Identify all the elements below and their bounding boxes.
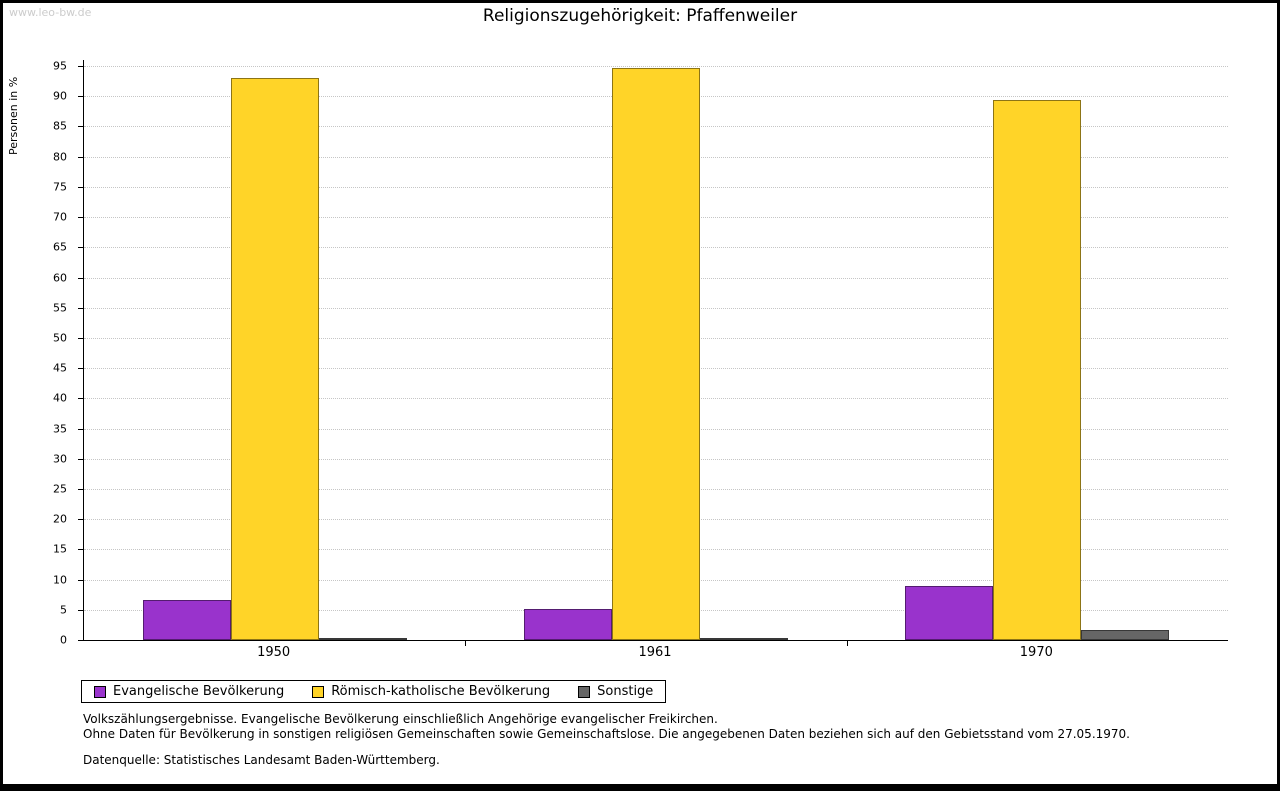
legend-entry-evangelische-bevoelkerung: Evangelische Bevölkerung [94, 684, 284, 699]
bar-sonstige-1961 [700, 638, 788, 640]
legend-entry-roemisch-katholische-bevoelkerung: Römisch-katholische Bevölkerung [312, 684, 550, 699]
y-tick-30 [78, 458, 84, 460]
y-tick-90 [78, 96, 84, 98]
x-tick-label-1970: 1970 [1019, 645, 1053, 660]
y-tick-75 [78, 186, 84, 188]
y-tick-label-25: 25 [53, 482, 67, 496]
y-tick-label-60: 60 [53, 271, 67, 284]
y-tick-label-0: 0 [60, 633, 67, 647]
chart-title: Religionszugehörigkeit: Pfaffenweiler [482, 6, 798, 26]
y-tick-45 [78, 368, 84, 370]
plot-area [78, 60, 1228, 646]
footnote-line-2: Ohne Daten für Bevölkerung in sonstigen … [83, 727, 1130, 741]
y-tick-label-70: 70 [53, 210, 67, 224]
bar-roemisch-katholische-bevoelkerung-1970 [993, 99, 1082, 640]
legend-swatch-evangelische-bevoelkerung [94, 685, 106, 698]
y-tick-label-80: 80 [53, 150, 67, 164]
y-tick-label-35: 35 [53, 422, 67, 436]
y-tick-15 [78, 549, 84, 551]
x-tick-label-1961: 1961 [638, 645, 672, 660]
y-tick-35 [78, 428, 84, 430]
y-tick-label-90: 90 [53, 89, 67, 103]
y-tick-20 [78, 519, 84, 521]
y-tick-0 [78, 640, 84, 641]
y-tick-95 [78, 66, 84, 68]
y-tick-label-95: 95 [53, 59, 67, 73]
y-tick-55 [78, 307, 84, 309]
bar-evangelische-bevoelkerung-1961 [524, 609, 612, 640]
y-tick-label-30: 30 [53, 452, 67, 466]
y-tick-label-5: 5 [60, 603, 67, 617]
y-tick-label-75: 75 [53, 180, 67, 194]
legend-label-sonstige: Sonstige [597, 684, 654, 699]
legend-label-evangelische-bevoelkerung: Evangelische Bevölkerung [113, 684, 285, 699]
gridline-95 [84, 66, 1228, 68]
x-axis-labels: 1950 1961 1970 [83, 645, 1228, 661]
y-tick-label-15: 15 [53, 542, 67, 556]
y-tick-40 [78, 398, 84, 400]
y-tick-10 [78, 579, 84, 581]
y-tick-60 [78, 277, 84, 279]
y-tick-label-10: 10 [53, 573, 67, 587]
y-tick-label-85: 85 [53, 119, 67, 133]
legend: Evangelische Bevölkerung Römisch-katholis… [81, 680, 667, 703]
y-tick-label-65: 65 [53, 240, 67, 254]
y-tick-25 [78, 488, 84, 490]
y-tick-85 [78, 126, 84, 128]
y-tick-65 [78, 247, 84, 249]
y-tick-label-55: 55 [53, 301, 67, 315]
legend-entry-sonstige: Sonstige [578, 684, 653, 699]
bar-evangelische-bevoelkerung-1950 [142, 599, 231, 640]
y-tick-label-45: 45 [53, 361, 67, 375]
bar-sonstige-1970 [1081, 629, 1170, 640]
legend-swatch-sonstige [578, 685, 591, 698]
footnotes: Volkszählungsergebnisse. Evangelische Be… [83, 712, 1130, 768]
y-tick-70 [78, 217, 84, 219]
y-tick-80 [78, 156, 84, 158]
x-tick-boundary-2 [846, 640, 848, 646]
bar-sonstige-1950 [318, 638, 407, 640]
legend-swatch-roemisch-katholische-bevoelkerung [312, 685, 325, 698]
y-tick-label-40: 40 [53, 391, 67, 405]
watermark: www.leo-bw.de [9, 6, 92, 19]
y-tick-label-50: 50 [53, 331, 67, 345]
bar-roemisch-katholische-bevoelkerung-1961 [612, 68, 700, 640]
y-tick-5 [78, 609, 84, 611]
y-axis-labels: 0 5 10 15 20 25 30 35 40 45 50 55 60 65 70 75 80 85 90 95 [3, 59, 77, 647]
footnote-line-1: Volkszählungsergebnisse. Evangelische Be… [83, 712, 718, 726]
y-tick-label-20: 20 [53, 512, 67, 526]
x-tick-label-1950: 1950 [257, 645, 291, 660]
x-tick-boundary-1 [465, 640, 467, 646]
bar-roemisch-katholische-bevoelkerung-1950 [230, 78, 319, 640]
legend-label-roemisch-katholische-bevoelkerung: Römisch-katholische Bevölkerung [331, 684, 551, 699]
data-source: Datenquelle: Statistisches Landesamt Bad… [83, 753, 440, 767]
bar-evangelische-bevoelkerung-1970 [905, 586, 994, 640]
y-tick-50 [78, 337, 84, 339]
